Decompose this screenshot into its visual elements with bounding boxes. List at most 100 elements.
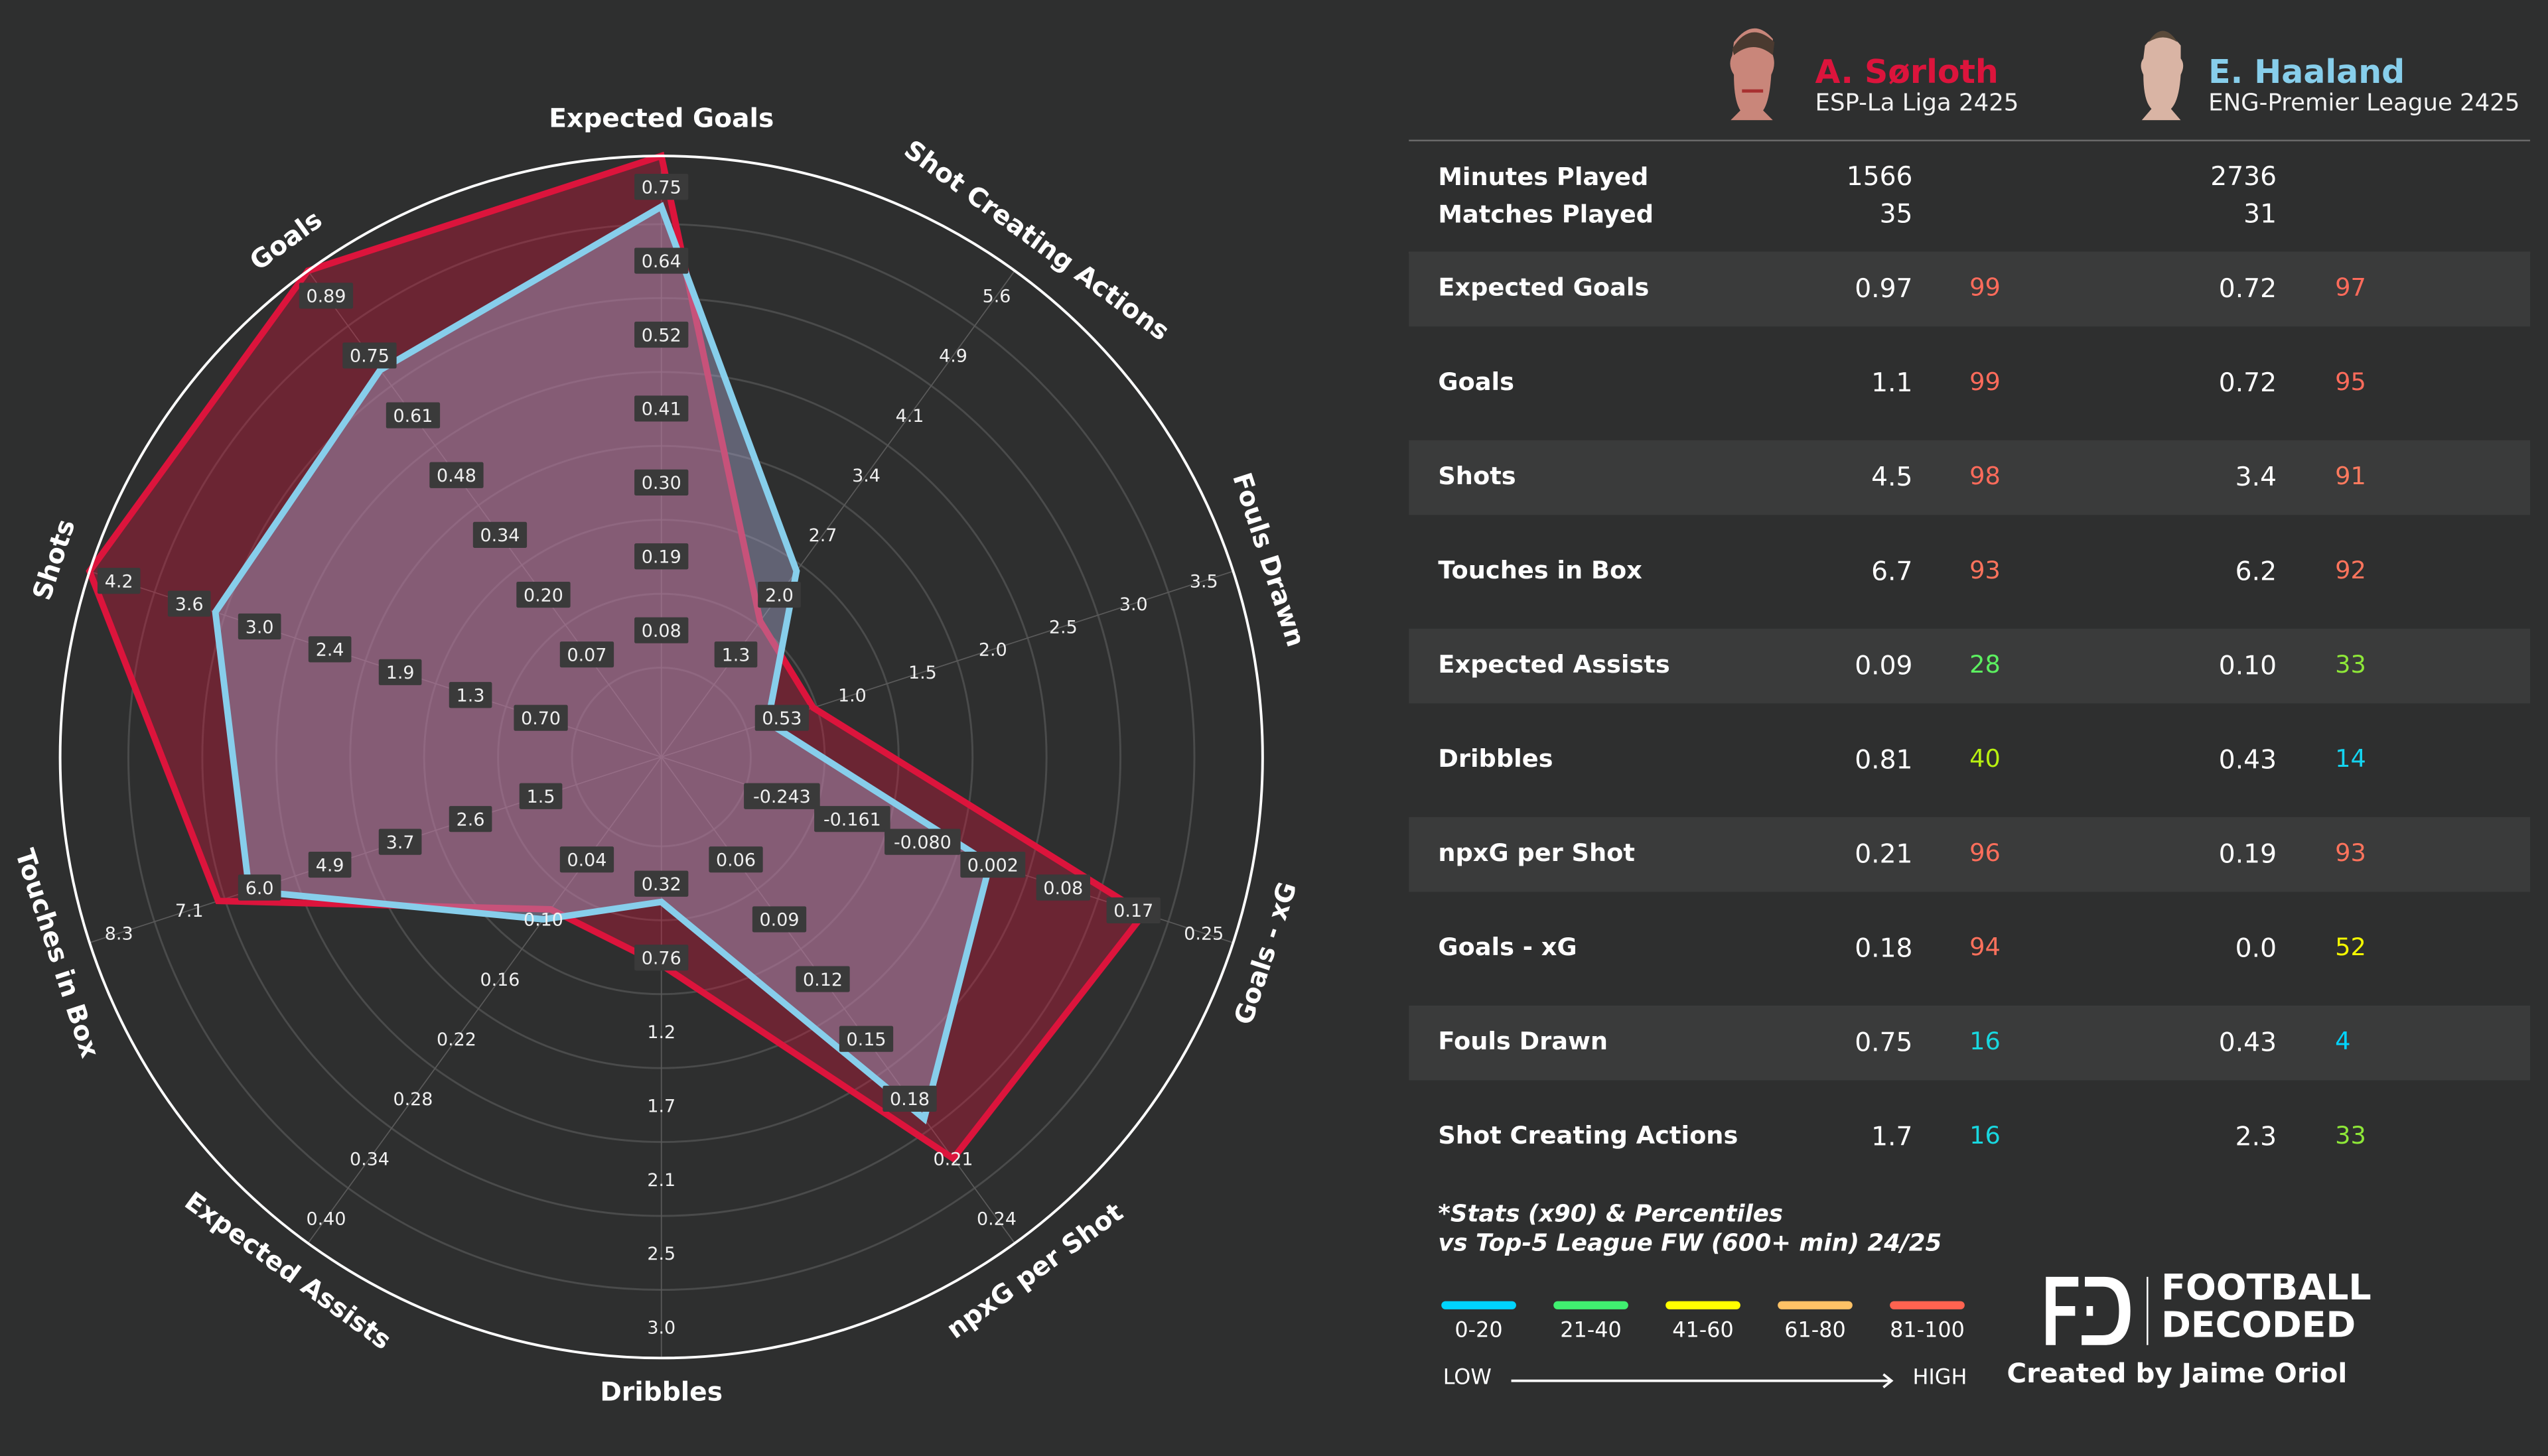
stat-label: Dribbles [1438,744,1553,773]
note-line-1: *Stats (x90) & Percentiles [1438,1202,1784,1228]
tick-label-box [796,966,850,992]
player-photo-sorloth [1718,19,1790,121]
tick-label: 2.4 [316,640,344,661]
spoke [661,756,1016,1244]
divider [1409,139,2531,142]
axis-label: Dribbles [600,1378,723,1408]
stat-label: Shot Creating Actions [1438,1120,1738,1150]
axis-label: Fouls Drawn [1226,469,1300,650]
axis-label: Expected Assists [179,1187,397,1356]
tick-label: 0.34 [350,1149,389,1169]
tick-label-box [342,342,397,369]
player2-name: E. Haaland [2208,52,2405,92]
tick-label: 0.09 [760,910,800,931]
tick-label: 0.002 [967,855,1019,876]
tick-label: 0.28 [393,1089,433,1110]
tick-label: 0.08 [1043,878,1083,899]
player2-percentile: 93 [2335,838,2366,868]
tick-label: 0.24 [977,1209,1017,1229]
player2-percentile: 33 [2335,1120,2366,1150]
player2-value: 0.43 [2218,744,2277,775]
tick-label: 0.41 [642,399,681,420]
tick-label-box [634,247,689,274]
tick-label: 0.40 [307,1209,346,1229]
tick-label-box [752,906,807,933]
stats-note: *Stats (x90) & Percentiles vs Top-5 Leag… [1438,1201,1942,1259]
legend-swatch [1890,1301,1965,1309]
player2-value: 3.4 [2235,461,2277,493]
tick-label: 3.7 [386,832,415,853]
legend-high: HIGH [1912,1366,1967,1391]
tick-label-box [634,321,689,348]
tick-label: 4.9 [316,855,344,876]
legend-label: 0-20 [1454,1319,1503,1344]
tick-label: 3.0 [1119,594,1148,615]
player2-percentile: 92 [2335,555,2366,585]
tick-label: 0.19 [642,547,681,568]
player1-value: 4.5 [1871,461,1913,493]
tick-label: 0.22 [437,1029,476,1050]
player-photo-haaland [2127,19,2199,121]
legend-label: 21-40 [1560,1319,1622,1344]
player2-matches: 31 [2243,198,2277,230]
player2-percentile: 97 [2335,273,2366,302]
tick-label: 2.1 [647,1170,675,1191]
tick-label: 3.6 [175,594,204,615]
tick-label-box [167,590,211,617]
player1-matches: 35 [1879,198,1913,230]
tick-label-box [634,395,689,422]
tick-label-box [97,568,141,594]
player1-value: 0.97 [1855,273,1913,304]
note-line-2: vs Top-5 League FW (600+ min) 24/25 [1438,1231,1942,1258]
player1-value: 1.7 [1871,1120,1913,1152]
tick-label: 0.16 [480,970,520,990]
player1-percentile: 99 [1969,273,2001,302]
tick-label-box [559,641,614,668]
legend-low: LOW [1443,1366,1492,1391]
logo-text: FOOTBALL DECODED [2161,1270,2371,1345]
tick-label-box [883,1085,937,1112]
tick-label-box [308,851,352,878]
tick-label-box [514,704,568,731]
tick-label: 1.3 [457,686,485,706]
tick-label-box [885,828,961,855]
player1-league: ESP-La Liga 2425 [1815,91,2019,117]
legend-swatch [1665,1301,1740,1309]
tick-label: 5.6 [983,287,1011,307]
player1-value: 0.81 [1855,744,1913,775]
player1-percentile: 96 [1969,838,2001,868]
tick-label: 0.04 [567,850,606,871]
tick-label: 1.7 [647,1096,675,1116]
tick-label-box [308,636,352,663]
tick-label-box [754,704,810,731]
player2-league: ENG-Premier League 2425 [2208,91,2520,117]
tick-label: 0.10 [524,910,563,931]
axis-label: Expected Goals [549,104,774,134]
football-decoded-logo-icon [2046,1276,2131,1345]
outer-ring [58,155,1264,1360]
tick-label: 1.9 [386,663,415,683]
player2-value: 0.43 [2218,1026,2277,1058]
tick-label: 0.75 [642,177,681,198]
player1-value: 6.7 [1871,555,1913,587]
player2-value: 0.10 [2218,649,2277,681]
tick-label-box [634,469,689,496]
tick-label: 4.1 [896,406,924,427]
tick-label: 0.34 [480,525,520,546]
minutes-label: Minutes Played [1438,162,1649,192]
tick-label: 0.52 [642,325,681,346]
tick-label: 1.5 [527,787,555,807]
tick-label: 2.7 [809,525,837,546]
legend-swatch [1553,1301,1628,1309]
stat-label: Shots [1438,461,1516,491]
tick-label: 0.21 [934,1149,973,1169]
tick-label-box [814,806,890,832]
row-band [1409,628,2531,704]
tick-label-box [559,846,614,873]
tick-label: 3.5 [1190,571,1218,592]
player1-percentile: 94 [1969,932,2001,962]
player1-value: 0.21 [1855,838,1913,870]
tick-label: 4.9 [939,346,967,367]
stat-label: Expected Assists [1438,649,1670,679]
player2-value: 0.72 [2218,367,2277,399]
